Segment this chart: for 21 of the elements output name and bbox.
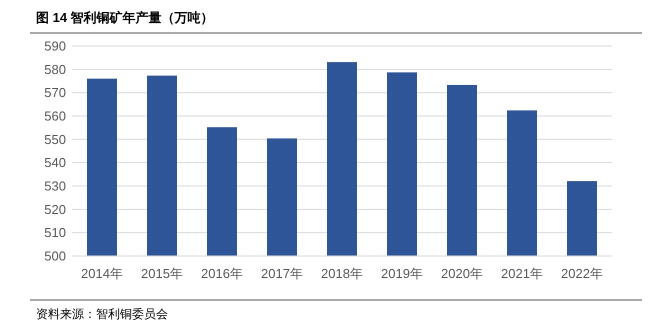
y-tick-label: 590 <box>44 38 66 54</box>
text: 资料来源：智利铜委员会 <box>36 307 168 321</box>
y-tick-label: 520 <box>44 202 66 217</box>
x-tick-label: 2022年 <box>561 266 603 281</box>
y-tick-label: 580 <box>44 62 66 77</box>
chart-title: 图 14 智利铜矿年产量（万吨） <box>36 10 214 25</box>
x-tick-label: 2015年 <box>141 266 183 281</box>
x-tick-label: 2020年 <box>441 266 483 281</box>
y-tick-label: 560 <box>44 108 66 124</box>
x-tick-label: 2014年 <box>81 266 123 281</box>
x-tick-label: 2017年 <box>261 266 303 281</box>
x-tick-label: 2018年 <box>321 266 363 281</box>
y-tick-label: 530 <box>44 178 66 194</box>
y-tick-label: 540 <box>44 155 66 170</box>
x-tick-label: 2016年 <box>201 266 243 281</box>
x-tick-label: 2021年 <box>501 266 543 281</box>
y-tick-label: 510 <box>44 225 66 240</box>
y-tick-label: 500 <box>44 248 66 264</box>
y-tick-label: 570 <box>44 85 66 100</box>
y-tick-label: 550 <box>44 132 66 147</box>
x-tick-label: 2019年 <box>381 266 423 281</box>
